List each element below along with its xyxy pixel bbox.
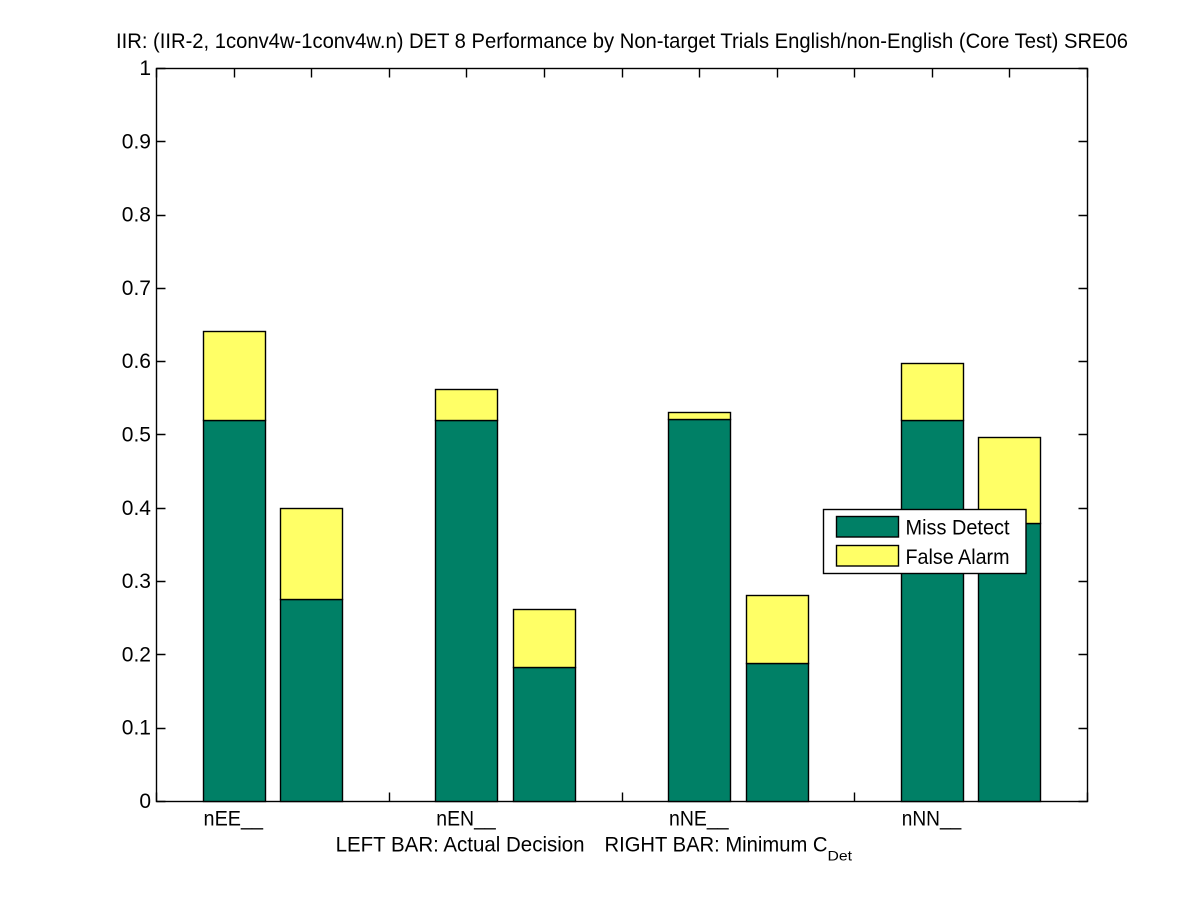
svg-text:IIR: (IIR-2, 1conv4w-1conv4w.n: IIR: (IIR-2, 1conv4w-1conv4w.n) DET 8 Pe… <box>116 30 1128 53</box>
svg-text:False Alarm: False Alarm <box>906 546 1010 569</box>
svg-text:0.7: 0.7 <box>122 277 151 300</box>
svg-text:nEN__: nEN__ <box>436 808 496 831</box>
svg-text:nEE__: nEE__ <box>204 808 264 831</box>
svg-text:0.4: 0.4 <box>122 497 152 520</box>
svg-text:nNN__: nNN__ <box>902 808 962 831</box>
svg-text:nNE__: nNE__ <box>669 808 729 831</box>
svg-text:1: 1 <box>139 57 151 80</box>
svg-text:Miss Detect: Miss Detect <box>906 516 1010 539</box>
svg-text:0.3: 0.3 <box>122 570 151 593</box>
svg-text:0.5: 0.5 <box>122 424 151 447</box>
svg-text:0.9: 0.9 <box>122 130 151 153</box>
svg-text:0.1: 0.1 <box>122 717 151 740</box>
svg-text:0.6: 0.6 <box>122 350 151 373</box>
svg-text:0.8: 0.8 <box>122 204 151 227</box>
svg-text:0.2: 0.2 <box>122 643 151 666</box>
svg-text:0: 0 <box>139 790 151 813</box>
